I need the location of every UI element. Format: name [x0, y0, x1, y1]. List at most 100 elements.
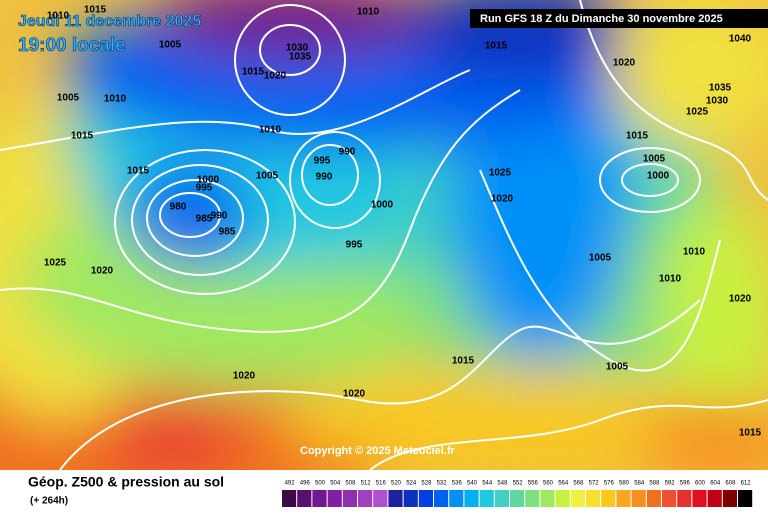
isobar-label: 1015: [485, 41, 508, 52]
isobar-label: 1015: [452, 356, 475, 367]
scale-label: 560: [543, 481, 554, 487]
scale-label: 552: [513, 481, 524, 487]
scale-swatch: [707, 490, 722, 507]
isobar-label: 990: [339, 147, 356, 158]
scale-swatch: [282, 490, 297, 507]
isobar-label: 1015: [71, 131, 94, 142]
scale-label: 600: [695, 481, 706, 487]
scale-label: 508: [345, 481, 356, 487]
scale-swatch: [525, 490, 540, 507]
header-box: Run GFS 18 Z du Dimanche 30 novembre 202…: [470, 9, 768, 28]
scale-swatch: [555, 490, 570, 507]
isobar-label: 1005: [606, 362, 629, 373]
scale-swatch: [312, 490, 327, 507]
scale-label: 512: [361, 481, 372, 487]
isobar-label: 1010: [104, 94, 127, 105]
isobar-label: 1020: [233, 371, 256, 382]
lead-time: (+ 264h): [30, 496, 68, 507]
scale-label: 492: [285, 481, 296, 487]
isobar-label: 1010: [659, 274, 682, 285]
scale-swatch: [388, 490, 403, 507]
isobar-label: 1015: [127, 166, 150, 177]
isobar-label: 995: [196, 183, 213, 194]
scale-swatch: [662, 490, 677, 507]
color-scale: 492 496 500 504 508 512 516 520 524 528 532 536 540 5…: [282, 481, 753, 507]
scale-swatch: [692, 490, 707, 507]
scale-label: 504: [330, 481, 341, 487]
isobar-label: 1010: [683, 247, 706, 258]
scale-swatch: [494, 490, 509, 507]
scale-label: 520: [391, 481, 402, 487]
scale-swatch: [342, 490, 357, 507]
scale-swatch: [646, 490, 661, 507]
isobar-label: 1030: [286, 43, 309, 54]
isobar-label: 1035: [709, 83, 732, 94]
scale-label: 592: [665, 481, 676, 487]
isobar-label: 1015: [739, 428, 762, 439]
isobar-label: 1010: [47, 11, 70, 22]
scale-label: 524: [406, 481, 417, 487]
scale-label: 584: [634, 481, 645, 487]
isobar-label: 1025: [489, 168, 512, 179]
isobar-label: 985: [196, 214, 213, 225]
isobar-label: 1000: [197, 175, 220, 186]
isobar-label: 1005: [589, 253, 612, 264]
isobar-label: 995: [346, 240, 363, 251]
scale-swatch: [738, 490, 753, 507]
isobar-label: 1010: [259, 125, 282, 136]
isobar-label: 1020: [613, 58, 636, 69]
scale-swatch: [327, 490, 342, 507]
scale-swatch: [677, 490, 692, 507]
scale-label: 576: [604, 481, 615, 487]
scale-label: 568: [573, 481, 584, 487]
isobar-label: 1005: [159, 40, 182, 51]
scale-swatch: [586, 490, 601, 507]
scale-swatch: [616, 490, 631, 507]
scale-label: 612: [741, 481, 752, 487]
isobar-label: 990: [316, 172, 333, 183]
scale-swatch: [434, 490, 449, 507]
isobar-label: 1015: [626, 131, 649, 142]
isobars: [0, 0, 768, 372]
scale-label: 572: [589, 481, 600, 487]
scale-label: 608: [725, 481, 736, 487]
isobar-label: 1020: [343, 389, 366, 400]
isobar-label: 1030: [706, 96, 729, 107]
scale-label: 580: [619, 481, 630, 487]
isobar-label: 1020: [729, 294, 752, 305]
isobar-label: 1015: [84, 5, 107, 16]
isobar-label: 1025: [686, 107, 709, 118]
scale-label: 556: [528, 481, 539, 487]
scale-label: 564: [558, 481, 569, 487]
scale-label: 604: [710, 481, 721, 487]
isobar-label: 995: [314, 156, 331, 167]
isobar-label: 1005: [643, 154, 666, 165]
scale-swatch: [479, 490, 494, 507]
isobar-label: 1040: [729, 34, 752, 45]
isobar-label: 990: [211, 211, 228, 222]
scale-swatch: [449, 490, 464, 507]
scale-label: 516: [376, 481, 387, 487]
scale-label: 596: [680, 481, 691, 487]
isobar-label: 1035: [289, 52, 312, 63]
scale-label: 528: [421, 481, 432, 487]
scale-swatch: [722, 490, 737, 507]
footer-title: Géop. Z500 & pression au sol: [28, 474, 224, 490]
scale-label: 496: [300, 481, 311, 487]
isobar-label: 1020: [491, 194, 514, 205]
scale-label: 536: [452, 481, 463, 487]
scale-label: 588: [649, 481, 660, 487]
copyright: Copyright © 2025 Meteociel.fr: [300, 445, 456, 457]
isobar-label: 1015: [242, 67, 265, 78]
valid-time: 19:00 locale: [18, 35, 126, 56]
scale-swatch: [373, 490, 388, 507]
isobar-label: 1000: [371, 200, 394, 211]
scale-swatch: [297, 490, 312, 507]
isobar-label: 985: [219, 227, 236, 238]
scale-swatch: [570, 490, 585, 507]
scale-swatch: [540, 490, 555, 507]
scale-swatch: [631, 490, 646, 507]
scale-swatch: [601, 490, 616, 507]
